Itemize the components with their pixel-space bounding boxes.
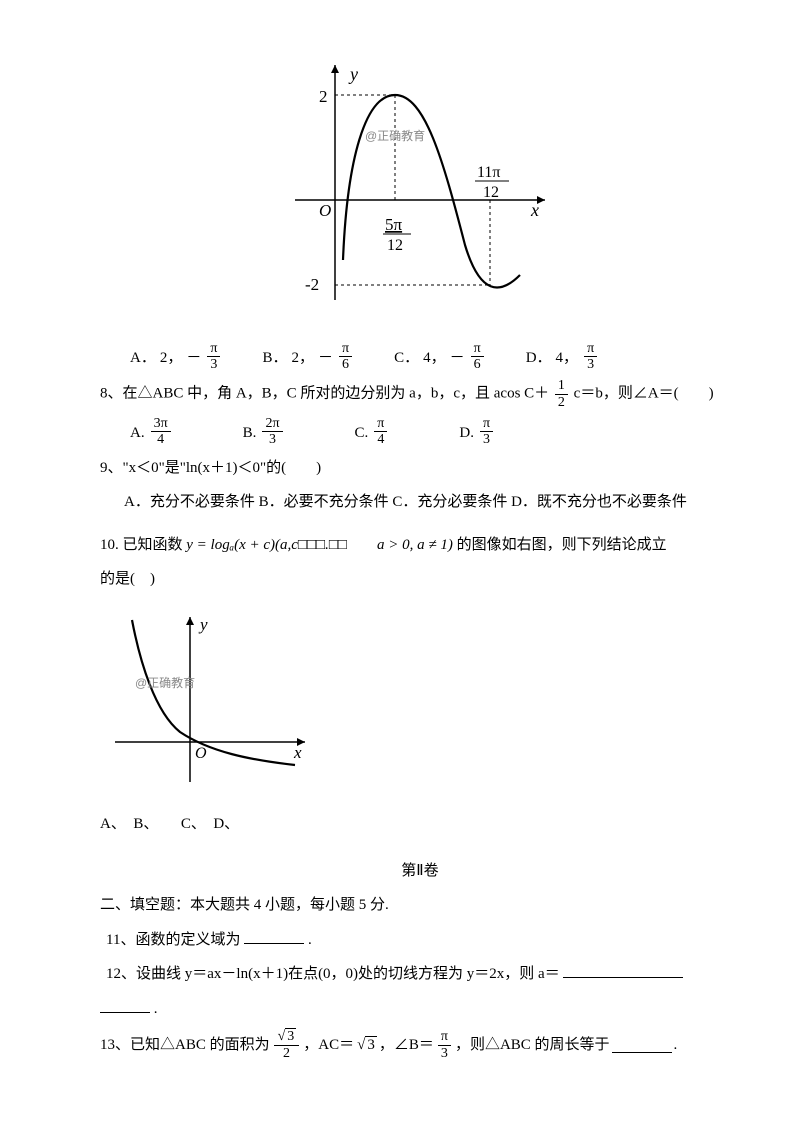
svg-text:O: O <box>319 201 331 220</box>
q9-stem: 9、"x＜0"是"ln(x＋1)＜0"的( ) <box>100 454 740 483</box>
svg-text:y: y <box>198 615 208 634</box>
q7-option-c[interactable]: C． 4， － π6 <box>394 341 486 373</box>
q8-option-a[interactable]: A. 3π4 <box>130 416 173 448</box>
q7-graph: y x O 2 -2 11π 12 5π 12 @正确教育 <box>100 50 740 321</box>
q12: 12、设曲线 y＝ax－ln(x＋1)在点(0，0)处的切线方程为 y＝2x，则… <box>100 960 740 989</box>
svg-text:-2: -2 <box>305 275 319 294</box>
q8-option-d[interactable]: D. π3 <box>459 416 495 448</box>
option-label: B． <box>262 344 287 373</box>
q10-line2: 的是( ) <box>100 565 740 594</box>
option-label: C． <box>394 344 419 373</box>
svg-text:12: 12 <box>483 184 499 201</box>
svg-text:x: x <box>293 743 302 762</box>
q8-option-b[interactable]: B. 2π3 <box>243 416 285 448</box>
sine-graph-svg: y x O 2 -2 11π 12 5π 12 @正确教育 <box>275 50 565 310</box>
q11: 11、函数的定义域为 . <box>100 926 740 955</box>
q8-option-c[interactable]: C. π4 <box>355 416 390 448</box>
option-label: A． <box>130 344 156 373</box>
svg-text:11π: 11π <box>477 164 500 181</box>
q10-formula: y = logₐ(x + c)(a,c□□□.□□ a > 0, a ≠ 1) <box>186 537 453 553</box>
q12-blank[interactable] <box>563 962 683 978</box>
q10: 10. 已知函数 y = logₐ(x + c)(a,c□□□.□□ a > 0… <box>100 531 740 560</box>
q7-option-d[interactable]: D． 4， π3 <box>526 341 599 373</box>
svg-text:@正确教育: @正确教育 <box>135 675 195 690</box>
q8-stem-pre: 8、在△ABC 中，角 A，B，C 所对的边分别为 a，b，c，且 acos C… <box>100 386 549 402</box>
q7-options: A． 2， － π3 B． 2， － π6 C． 4， － π6 D． 4， π… <box>100 341 740 373</box>
svg-text:y: y <box>348 64 358 84</box>
q8-options: A. 3π4 B. 2π3 C. π4 D. π3 <box>100 416 740 448</box>
q13: 13、已知△ABC 的面积为 3 2 ，AC＝ 3 ，∠B＝ π3 ，则△ABC… <box>100 1029 740 1061</box>
svg-text:@正确教育: @正确教育 <box>365 128 425 143</box>
q12-cont: . <box>100 995 740 1024</box>
q8-stem-post: c＝b，则∠A＝( ) <box>574 386 714 402</box>
fill-intro: 二、填空题：本大题共 4 小题，每小题 5 分. <box>100 891 740 920</box>
q11-blank[interactable] <box>244 928 304 944</box>
section-2-title: 第Ⅱ卷 <box>100 857 740 886</box>
log-graph-svg: y x O @正确教育 <box>100 602 320 792</box>
svg-text:x: x <box>530 200 539 220</box>
svg-text:5π: 5π <box>385 215 403 234</box>
q10-options: A、 B、 C、 D、 <box>100 810 740 839</box>
option-label: D． <box>526 344 552 373</box>
q12-blank-2[interactable] <box>100 997 150 1013</box>
q8: 8、在△ABC 中，角 A，B，C 所对的边分别为 a，b，c，且 acos C… <box>100 378 740 410</box>
svg-text:O: O <box>195 745 207 762</box>
svg-text:2: 2 <box>319 87 328 106</box>
q7-option-b[interactable]: B． 2， － π6 <box>262 341 354 373</box>
svg-text:12: 12 <box>387 237 403 254</box>
q9-options: A．充分不必要条件 B．必要不充分条件 C．充分必要条件 D．既不充分也不必要条… <box>100 488 740 517</box>
q10-graph: y x O @正确教育 <box>100 602 740 803</box>
q7-option-a[interactable]: A． 2， － π3 <box>130 341 222 373</box>
q13-blank[interactable] <box>612 1037 672 1053</box>
